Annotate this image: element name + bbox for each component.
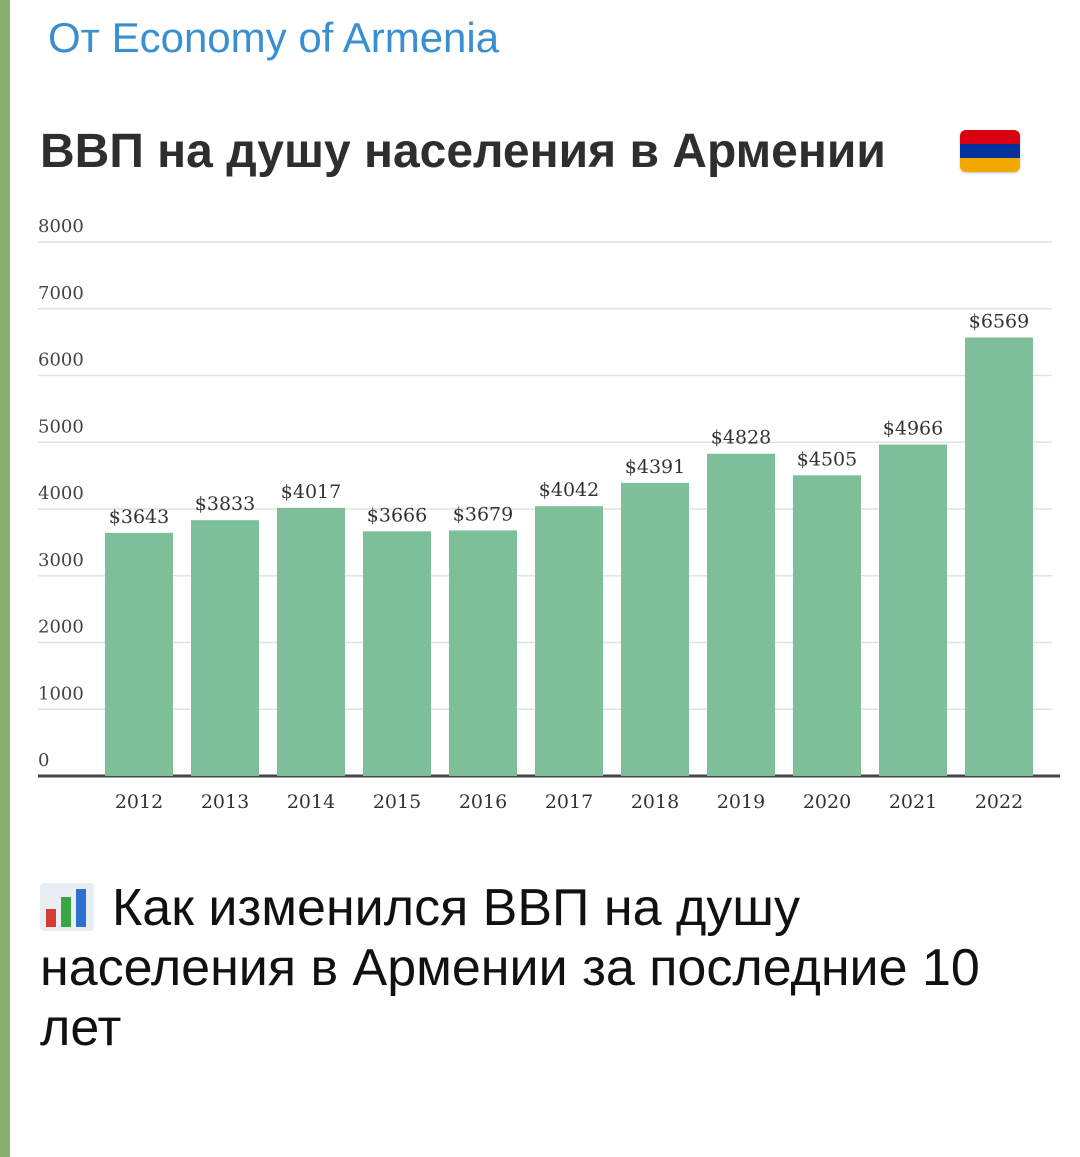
data-label: $4966 (883, 418, 943, 440)
data-label: $3643 (109, 506, 169, 528)
x-tick-label: 2018 (631, 791, 679, 813)
data-label: $3679 (453, 503, 513, 525)
x-tick-label: 2013 (201, 791, 249, 813)
bar (965, 337, 1033, 776)
data-label: $6569 (969, 311, 1029, 333)
x-tick-label: 2014 (287, 791, 335, 813)
x-tick-label: 2012 (115, 791, 163, 813)
bar (363, 531, 431, 776)
chat-background-strip (0, 0, 10, 1157)
data-label: $3666 (367, 504, 427, 526)
forwarded-source-link[interactable]: Economy of Armenia (111, 14, 500, 61)
y-tick-label: 3000 (38, 550, 84, 571)
y-tick-label: 0 (38, 750, 49, 771)
message-bubble: От Economy of Armenia ВВП на душу населе… (10, 0, 1080, 1157)
forwarded-prefix: От (48, 14, 100, 61)
x-tick-label: 2017 (545, 791, 593, 813)
y-tick-label: 1000 (38, 683, 84, 704)
caption-text: Как изменился ВВП на душу населения в Ар… (40, 879, 980, 1057)
y-tick-label: 2000 (38, 617, 84, 638)
bar (621, 482, 689, 776)
data-label: $4042 (539, 479, 599, 501)
data-label: $4505 (797, 448, 857, 470)
bar-chart: 0 1000 2000 3000 4000 5000 6000 7000 8000 $3643 20… (38, 216, 1060, 813)
x-tick-label: 2021 (889, 791, 937, 813)
x-tick-label: 2015 (373, 791, 421, 813)
bar (793, 475, 861, 776)
message-caption: Как изменился ВВП на душу населения в Ар… (40, 878, 1050, 1058)
x-tick-label: 2019 (717, 791, 765, 813)
x-tick-label: 2022 (975, 791, 1023, 813)
data-label: $4391 (625, 456, 685, 478)
y-tick-label: 8000 (38, 216, 84, 237)
chart-title: ВВП на душу населения в Армении (40, 125, 886, 178)
x-tick-label: 2016 (459, 791, 507, 813)
data-label: $4828 (711, 427, 771, 449)
bar (191, 520, 259, 776)
y-tick-label: 7000 (38, 283, 84, 304)
bar (879, 444, 947, 776)
y-tick-label: 6000 (38, 350, 84, 371)
bar-chart-icon (40, 883, 94, 931)
bar (449, 530, 517, 776)
x-tick-label: 2020 (803, 791, 851, 813)
forwarded-from-line[interactable]: От Economy of Armenia (48, 14, 499, 62)
bar (277, 507, 345, 776)
data-label: $4017 (281, 481, 341, 503)
armenia-flag-icon (960, 130, 1020, 172)
bar (707, 453, 775, 776)
data-label: $3833 (195, 493, 255, 515)
y-tick-label: 4000 (38, 483, 84, 504)
y-tick-label: 5000 (38, 416, 84, 437)
bar (535, 506, 603, 776)
bar (105, 532, 173, 776)
